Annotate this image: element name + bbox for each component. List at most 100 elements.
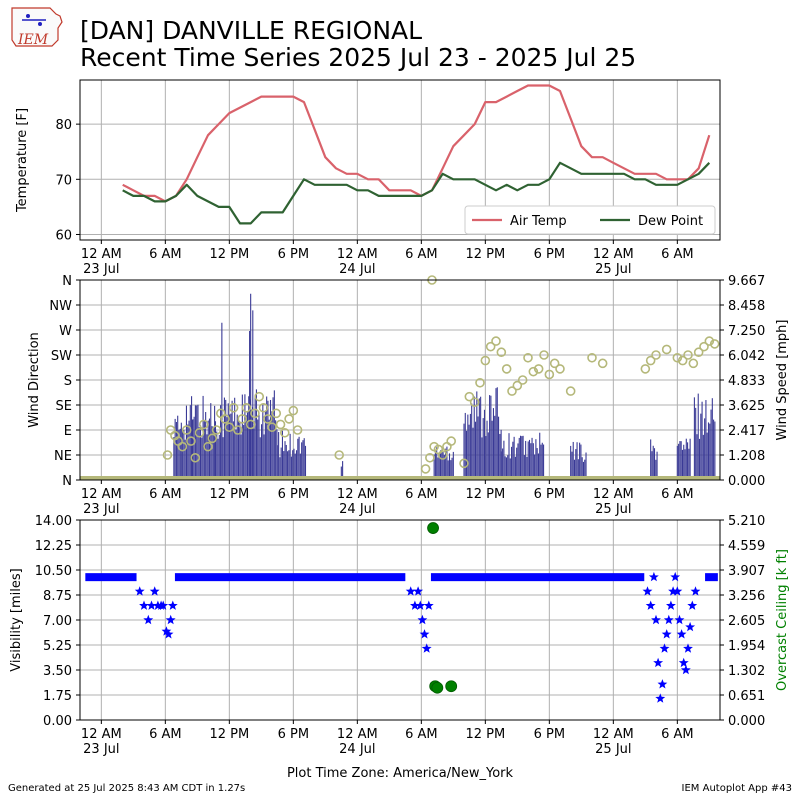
series-line-air-temp bbox=[122, 84, 711, 203]
wind-direction-marker bbox=[207, 433, 218, 444]
y2-tick-label: 3.625 bbox=[728, 399, 765, 414]
wind-direction-marker bbox=[485, 341, 496, 352]
wind-direction-marker bbox=[501, 364, 512, 374]
x-tick-label: 12 PM bbox=[209, 727, 249, 742]
x-tick-label: 6 PM bbox=[534, 727, 565, 742]
visibility-star bbox=[134, 586, 145, 596]
wind-direction-marker bbox=[491, 336, 501, 346]
y2-tick-label: 5.210 bbox=[728, 514, 765, 529]
visibility-star bbox=[659, 643, 670, 653]
visibility-star bbox=[143, 614, 154, 625]
wind-direction-marker bbox=[549, 358, 560, 369]
visibility-star bbox=[685, 621, 696, 632]
x-tick-date: 24 Jul bbox=[339, 502, 375, 517]
wind-speed-bars bbox=[173, 293, 716, 480]
wind-direction-marker bbox=[523, 352, 533, 363]
y-tick-label: 70 bbox=[55, 173, 72, 188]
y-axis-label: Visibility [miles] bbox=[9, 568, 24, 671]
visibility-star bbox=[163, 629, 174, 639]
y2-tick-label: 0.000 bbox=[728, 474, 765, 489]
wind-direction-marker bbox=[517, 375, 528, 385]
x-tick-label: 12 AM bbox=[81, 727, 122, 742]
wind-direction-marker bbox=[533, 364, 544, 374]
visibility-star bbox=[690, 586, 701, 596]
wind-direction-marker bbox=[688, 358, 699, 369]
visibility-star bbox=[421, 643, 432, 653]
y-axis-label: Wind Direction bbox=[27, 332, 42, 428]
x-tick-label: 12 AM bbox=[337, 247, 378, 262]
series-line-dew-point bbox=[122, 161, 711, 225]
wind-direction-marker bbox=[672, 352, 683, 363]
page-subtitle: Recent Time Series 2025 Jul 23 - 2025 Ju… bbox=[80, 43, 637, 72]
x-tick-label: 6 PM bbox=[278, 487, 309, 502]
wind-direction-marker bbox=[267, 422, 277, 433]
wind-direction-marker bbox=[284, 414, 294, 424]
visibility-star bbox=[167, 600, 178, 610]
wind-direction-marker bbox=[190, 452, 200, 463]
ceiling-marker bbox=[427, 522, 439, 534]
wind-direction-marker bbox=[709, 339, 720, 349]
y-tick-label: 3.50 bbox=[43, 664, 72, 679]
wind-direction-marker bbox=[237, 414, 247, 424]
wind-direction-marker bbox=[254, 391, 265, 402]
y-tick-label: 60 bbox=[55, 228, 72, 243]
visibility-star bbox=[674, 614, 685, 625]
wind-direction-marker bbox=[437, 450, 448, 460]
wind-direction-marker bbox=[677, 355, 688, 366]
x-tick-label: 6 PM bbox=[534, 487, 565, 502]
y-tick-label: E bbox=[64, 424, 72, 439]
y-tick-label: 5.25 bbox=[43, 639, 72, 654]
wind-direction-marker bbox=[693, 347, 704, 358]
wind-direction-marker bbox=[194, 427, 205, 438]
x-tick-date: 23 Jul bbox=[83, 742, 119, 757]
visibility-star bbox=[419, 629, 430, 639]
wind-direction-marker bbox=[512, 380, 523, 391]
x-tick-label: 6 PM bbox=[278, 727, 309, 742]
ceiling-marker bbox=[445, 680, 458, 693]
footer-app: IEM Autoplot App #43 bbox=[681, 783, 792, 794]
x-tick-label: 12 AM bbox=[81, 247, 122, 262]
axes-frame bbox=[79, 79, 721, 241]
x-tick-date: 23 Jul bbox=[83, 262, 119, 277]
wind-direction-marker bbox=[211, 425, 222, 435]
x-tick-label: 12 AM bbox=[81, 487, 122, 502]
ceiling-markers bbox=[427, 522, 458, 694]
y2-tick-label: 9.667 bbox=[728, 274, 765, 289]
wind-direction-marker bbox=[651, 350, 661, 360]
visibility-star bbox=[158, 600, 169, 610]
x-tick-label: 12 PM bbox=[465, 247, 505, 262]
x-tick-date: 24 Jul bbox=[339, 262, 375, 277]
visibility-star bbox=[670, 571, 681, 582]
x-tick-label: 12 PM bbox=[465, 727, 505, 742]
wind-direction-marker bbox=[275, 419, 286, 430]
wind-direction-marker bbox=[544, 369, 555, 380]
legend: Air Temp Dew Point bbox=[464, 205, 716, 235]
footer-generated: Generated at 25 Jul 2025 8:43 AM CDT in … bbox=[8, 783, 246, 794]
wind-direction-marker bbox=[597, 358, 608, 369]
visibility-baseline bbox=[85, 573, 137, 582]
wind-direction-marker bbox=[245, 419, 256, 430]
wind-direction-marker bbox=[469, 397, 480, 408]
x-tick-label: 6 AM bbox=[405, 727, 438, 742]
y-tick-label: 7.00 bbox=[43, 614, 72, 629]
wind-direction-marker bbox=[220, 414, 230, 424]
x-tick-date: 25 Jul bbox=[595, 502, 631, 517]
y-tick-label: SW bbox=[51, 349, 72, 364]
wind-direction-marker bbox=[699, 341, 709, 352]
y2-tick-label: 0.000 bbox=[728, 714, 765, 729]
iem-logo: IEM bbox=[11, 7, 63, 48]
x-tick-label: 12 AM bbox=[593, 487, 634, 502]
wind-direction-marker bbox=[661, 344, 672, 355]
y2-tick-label: 2.605 bbox=[728, 614, 765, 629]
wind-direction-marker bbox=[704, 336, 715, 346]
y-tick-label: 0.00 bbox=[43, 714, 72, 729]
wind-direction-marker bbox=[162, 450, 173, 460]
x-tick-label: 6 AM bbox=[405, 247, 438, 262]
wind-direction-marker bbox=[475, 377, 485, 388]
x-tick-label: 6 AM bbox=[149, 487, 182, 502]
wind-direction-marker bbox=[425, 452, 435, 463]
wind-direction-marker bbox=[683, 350, 693, 360]
x-tick-label: 6 AM bbox=[149, 247, 182, 262]
wind-direction-marker bbox=[555, 364, 565, 374]
visibility-markers bbox=[85, 571, 718, 703]
